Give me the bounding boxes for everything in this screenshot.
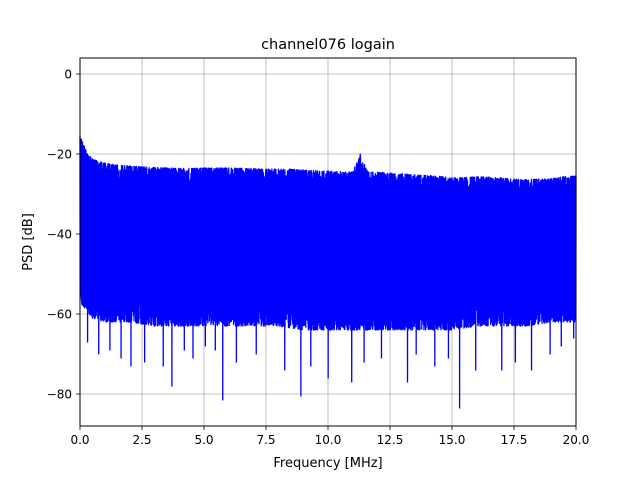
x-tick-label: 0.0: [70, 433, 89, 447]
x-tick-label: 5.0: [194, 433, 213, 447]
chart-title: channel076 logain: [261, 37, 395, 53]
y-axis-label: PSD [dB]: [21, 213, 36, 271]
x-tick-label: 15.0: [439, 433, 466, 447]
y-tick-label: −80: [47, 388, 72, 402]
y-tick-label: −40: [47, 228, 72, 242]
y-tick-label: −20: [47, 148, 72, 162]
x-tick-label: 12.5: [377, 433, 404, 447]
x-tick-label: 2.5: [132, 433, 151, 447]
data-layer: [79, 135, 577, 409]
y-tick-label: −60: [47, 308, 72, 322]
x-tick-label: 7.5: [256, 433, 275, 447]
ticks: 0.0 2.5 5.0 7.5 10.0 12.5 15.0 17.5 20.0 0 −20 −40 −…: [47, 68, 590, 448]
x-tick-label: 20.0: [563, 433, 590, 447]
psd-series-line: [79, 135, 577, 409]
y-tick-label: 0: [64, 68, 72, 82]
x-axis-label: Frequency [MHz]: [273, 456, 382, 471]
x-tick-label: 10.0: [315, 433, 342, 447]
x-tick-label: 17.5: [501, 433, 528, 447]
